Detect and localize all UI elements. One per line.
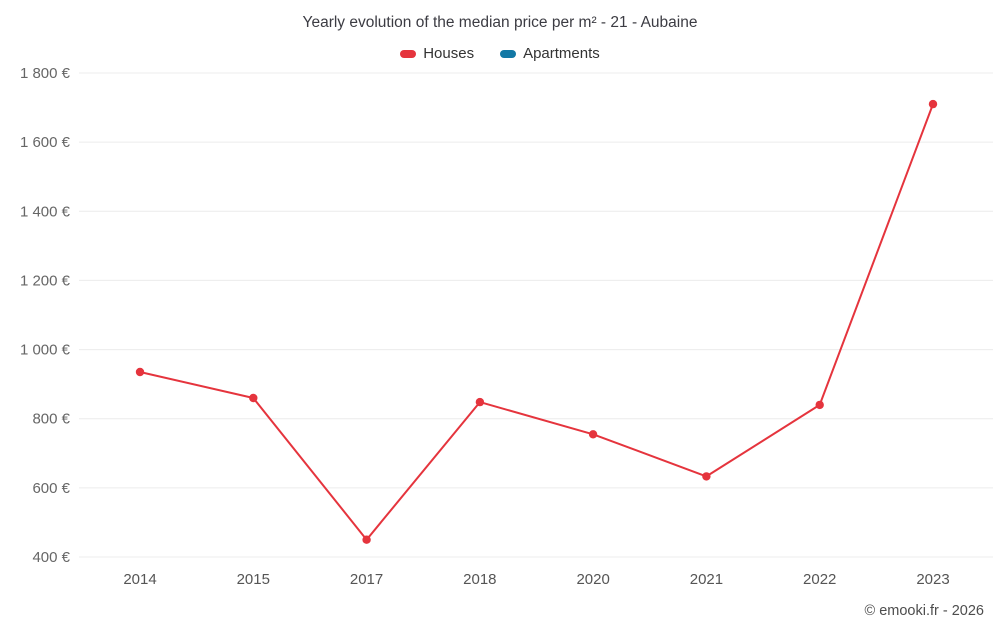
y-tick-label: 1 200 € [20,272,71,289]
houses-series-line [139,103,934,541]
houses-data-point-marker[interactable] [588,430,598,439]
houses-data-point-marker[interactable] [928,99,938,109]
x-tick-label: 2022 [803,571,836,588]
houses-data-point-marker[interactable] [815,400,824,410]
y-tick-label: 1 800 € [20,65,71,82]
houses-legend-swatch-icon [400,49,417,58]
copyright-text: © emooki.fr - 2026 [864,603,984,619]
y-tick-label: 400 € [32,549,70,566]
x-tick-label: 2023 [916,571,949,588]
x-tick-label: 2014 [123,571,156,588]
y-tick-label: 1 000 € [20,342,71,359]
y-tick-label: 1 600 € [20,134,71,151]
x-tick-label: 2018 [463,571,496,588]
y-tick-label: 600 € [32,480,70,497]
x-tick-label: 2021 [690,571,723,588]
x-tick-label: 2017 [350,571,383,588]
chart-legend: Houses Apartments [0,45,1000,62]
y-tick-label: 800 € [32,411,70,428]
chart-title: Yearly evolution of the median price per… [302,14,698,31]
houses-data-point-marker[interactable] [135,367,145,377]
y-tick-label: 1 400 € [20,203,71,220]
houses-legend-label: Houses [423,45,475,62]
apartments-legend-label: Apartments [523,45,600,62]
x-tick-label: 2020 [576,571,609,588]
houses-data-point-marker[interactable] [475,397,485,407]
legend-item-apartments[interactable]: Apartments [500,45,600,62]
houses-data-point-marker[interactable] [249,393,258,403]
houses-data-point-marker[interactable] [702,472,711,481]
houses-data-point-marker[interactable] [362,535,371,544]
x-tick-label: 2015 [237,571,270,588]
legend-item-houses[interactable]: Houses [400,45,474,62]
apartments-legend-swatch-icon [500,49,517,58]
